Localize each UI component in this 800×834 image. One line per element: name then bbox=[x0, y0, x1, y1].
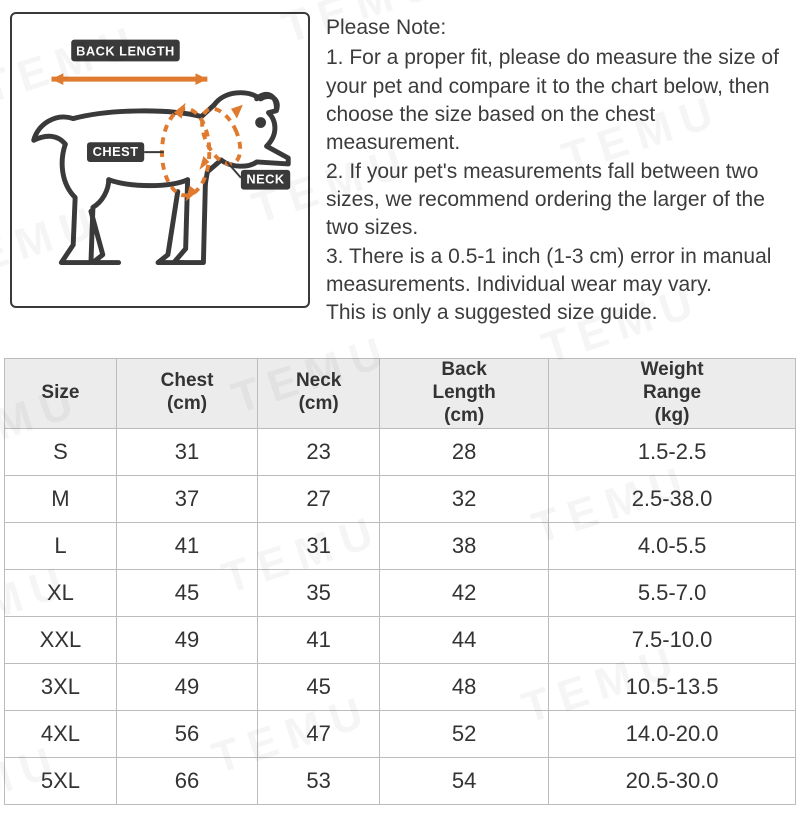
table-row: S3123281.5-2.5 bbox=[5, 428, 796, 475]
table-cell: 53 bbox=[258, 757, 380, 804]
svg-text:NECK: NECK bbox=[246, 172, 285, 187]
notes-header: Please Note: bbox=[326, 14, 784, 42]
dog-diagram-svg: BACK LENGTH bbox=[12, 14, 308, 306]
svg-text:CHEST: CHEST bbox=[93, 144, 139, 159]
table-cell: 47 bbox=[258, 710, 380, 757]
note-item: 3. There is a 0.5-1 inch (1-3 cm) error … bbox=[326, 243, 784, 300]
table-cell: 66 bbox=[116, 757, 257, 804]
table-row: 5XL66535420.5-30.0 bbox=[5, 757, 796, 804]
col-size: Size bbox=[5, 358, 117, 428]
table-cell: 4.0-5.5 bbox=[549, 522, 796, 569]
table-cell: 54 bbox=[380, 757, 549, 804]
table-cell: 48 bbox=[380, 663, 549, 710]
table-row: 3XL49454810.5-13.5 bbox=[5, 663, 796, 710]
table-cell: 2.5-38.0 bbox=[549, 475, 796, 522]
table-cell: 44 bbox=[380, 616, 549, 663]
table-cell: 20.5-30.0 bbox=[549, 757, 796, 804]
table-cell: XXL bbox=[5, 616, 117, 663]
col-weight-range: WeightRange(kg) bbox=[549, 358, 796, 428]
table-cell: 38 bbox=[380, 522, 549, 569]
table-cell: 45 bbox=[258, 663, 380, 710]
table-row: L4131384.0-5.5 bbox=[5, 522, 796, 569]
table-cell: 4XL bbox=[5, 710, 117, 757]
table-cell: 7.5-10.0 bbox=[549, 616, 796, 663]
notes-block: Please Note: 1. For a proper fit, please… bbox=[326, 12, 790, 328]
table-cell: 52 bbox=[380, 710, 549, 757]
table-cell: 1.5-2.5 bbox=[549, 428, 796, 475]
table-header-row: Size Chest(cm) Neck(cm) BackLength(cm) W… bbox=[5, 358, 796, 428]
table-row: M3727322.5-38.0 bbox=[5, 475, 796, 522]
table-cell: 37 bbox=[116, 475, 257, 522]
table-cell: 5XL bbox=[5, 757, 117, 804]
table-cell: 41 bbox=[116, 522, 257, 569]
top-section: BACK LENGTH bbox=[0, 0, 800, 328]
table-body: S3123281.5-2.5M3727322.5-38.0L4131384.0-… bbox=[5, 428, 796, 804]
table-cell: L bbox=[5, 522, 117, 569]
table-cell: 27 bbox=[258, 475, 380, 522]
note-item: 1. For a proper fit, please do measure t… bbox=[326, 44, 784, 157]
svg-text:BACK LENGTH: BACK LENGTH bbox=[76, 43, 175, 58]
table-cell: 31 bbox=[116, 428, 257, 475]
table-cell: 5.5-7.0 bbox=[549, 569, 796, 616]
table-cell: 35 bbox=[258, 569, 380, 616]
table-cell: 31 bbox=[258, 522, 380, 569]
size-chart-table: Size Chest(cm) Neck(cm) BackLength(cm) W… bbox=[4, 358, 796, 805]
notes-footer: This is only a suggested size guide. bbox=[326, 299, 784, 327]
table-cell: 49 bbox=[116, 616, 257, 663]
table-cell: 28 bbox=[380, 428, 549, 475]
table-cell: 23 bbox=[258, 428, 380, 475]
table-cell: 10.5-13.5 bbox=[549, 663, 796, 710]
table-row: XL4535425.5-7.0 bbox=[5, 569, 796, 616]
table-head: Size Chest(cm) Neck(cm) BackLength(cm) W… bbox=[5, 358, 796, 428]
table-cell: 42 bbox=[380, 569, 549, 616]
table-cell: 14.0-20.0 bbox=[549, 710, 796, 757]
table-cell: 41 bbox=[258, 616, 380, 663]
note-item: 2. If your pet's measurements fall betwe… bbox=[326, 158, 784, 243]
measurement-diagram: BACK LENGTH bbox=[10, 12, 310, 308]
table-row: XXL4941447.5-10.0 bbox=[5, 616, 796, 663]
table-cell: 49 bbox=[116, 663, 257, 710]
table-cell: XL bbox=[5, 569, 117, 616]
col-neck: Neck(cm) bbox=[258, 358, 380, 428]
table-cell: S bbox=[5, 428, 117, 475]
table-cell: 45 bbox=[116, 569, 257, 616]
col-back-length: BackLength(cm) bbox=[380, 358, 549, 428]
table-cell: 3XL bbox=[5, 663, 117, 710]
table-cell: 32 bbox=[380, 475, 549, 522]
col-chest: Chest(cm) bbox=[116, 358, 257, 428]
table-cell: 56 bbox=[116, 710, 257, 757]
table-cell: M bbox=[5, 475, 117, 522]
table-row: 4XL56475214.0-20.0 bbox=[5, 710, 796, 757]
